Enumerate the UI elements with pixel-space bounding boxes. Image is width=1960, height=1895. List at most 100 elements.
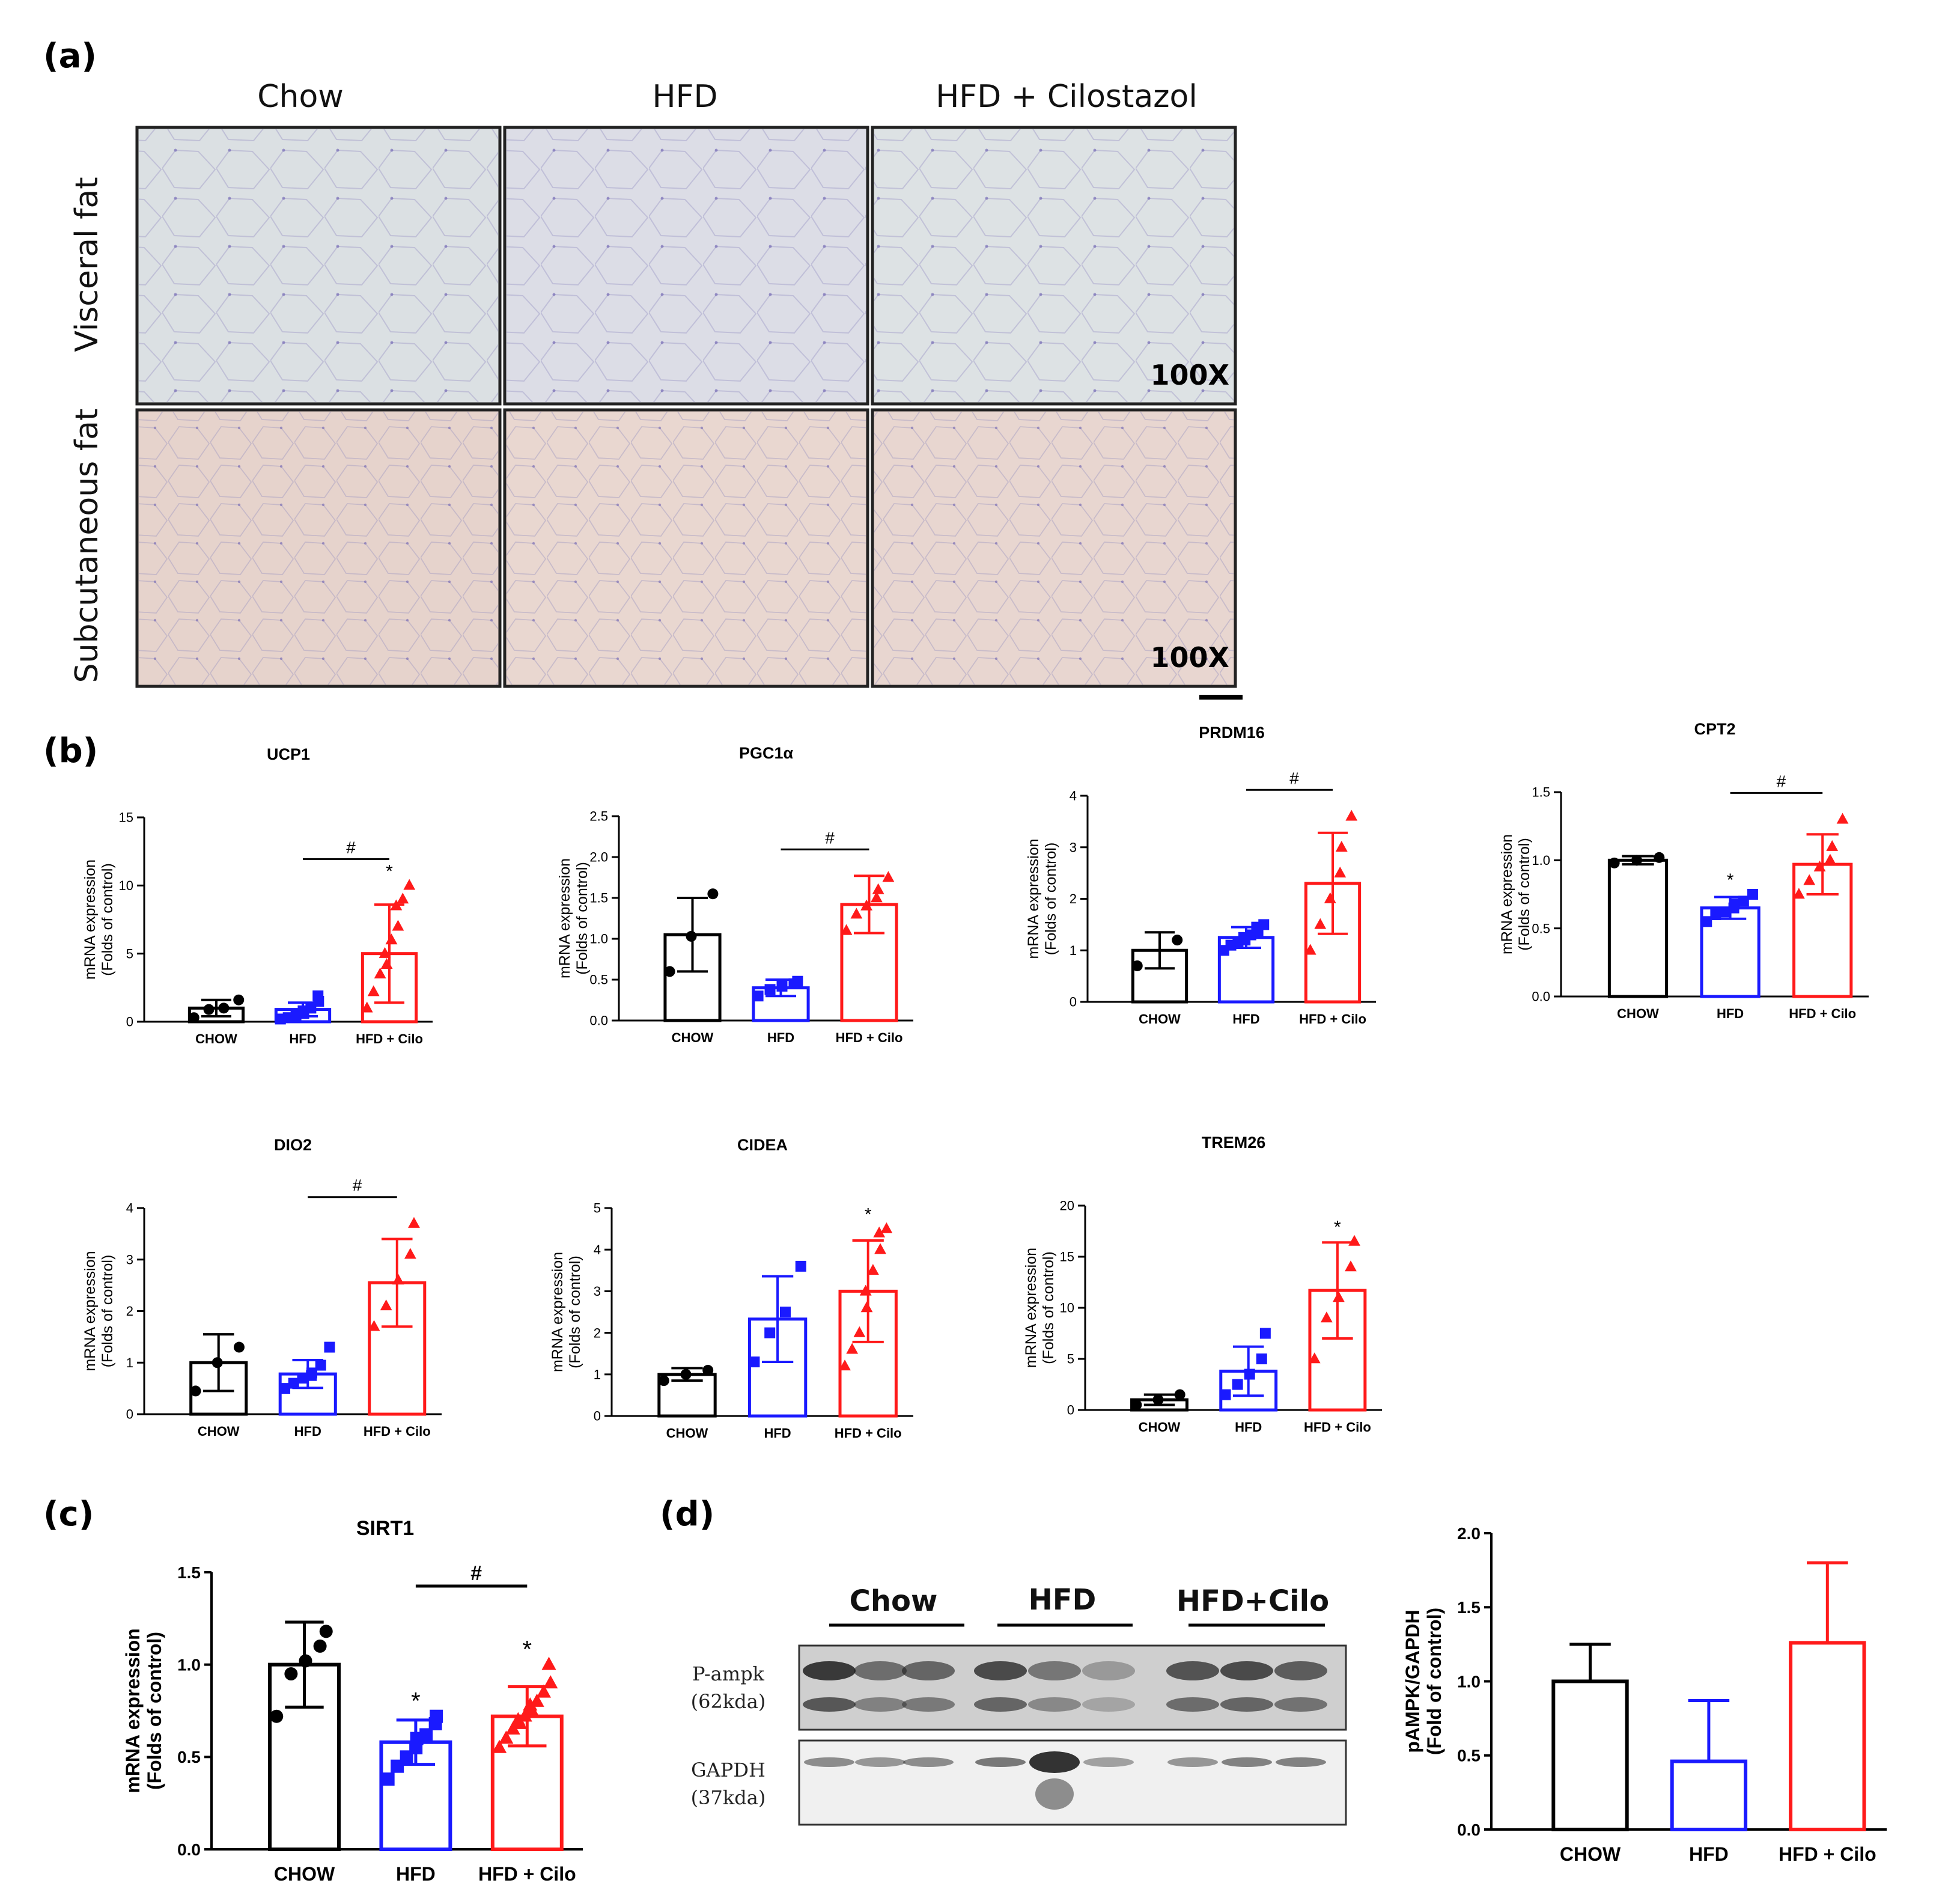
chart-cidea-title: CIDEA	[737, 1136, 788, 1154]
chart-sirt1-point-2-11	[541, 1656, 556, 1670]
chart-sirt1-point-0-2	[299, 1654, 312, 1668]
chart-pgc1a-point-0-1	[686, 930, 697, 942]
chart-sirt1-category-label-1: HFD	[396, 1863, 436, 1885]
chart-prdm16-point-2-1	[1314, 918, 1327, 929]
chart-sirt1-ytick-label: 1.0	[177, 1655, 201, 1674]
chart-sirt1-significance-star-2: *	[523, 1637, 532, 1663]
chart-pampk-category-label-0: CHOW	[1560, 1843, 1621, 1865]
chart-pampk-category-label-1: HFD	[1689, 1843, 1729, 1865]
chart-ucp1-ytick-label: 15	[119, 810, 133, 825]
chart-cpt2: CPT2 mRNA expression (Folds of control) 0.0…	[1499, 720, 1869, 1021]
chart-cpt2-point-2-5	[1836, 813, 1849, 824]
band-gapdh-4	[1029, 1751, 1080, 1773]
band-gapdh-smear	[1035, 1778, 1074, 1810]
chart-cidea-category-label-2: HFD + Cilo	[835, 1426, 902, 1441]
chart-dio2-point-1-0	[279, 1383, 291, 1394]
chart-sirt1-ylabel: mRNA expression	[122, 1628, 144, 1793]
chart-pampk-ytick-label: 1.0	[1457, 1672, 1481, 1691]
blot-group-hfd: HFD	[1029, 1583, 1097, 1617]
chart-pgc1a-point-0-2	[707, 888, 719, 900]
chart-pampk: pAMPK/GAPDH (Fold of control) 0.0 0.5 1.0 1.5…	[1402, 1524, 1887, 1865]
chart-cpt2-bar-2	[1792, 862, 1853, 998]
chart-trem26-category-label-0: CHOW	[1139, 1420, 1181, 1435]
panel-b-label: (b)	[43, 731, 98, 771]
chart-sirt1-ytick-label: 0.5	[177, 1748, 201, 1766]
chart-dio2-point-1-4	[306, 1367, 317, 1379]
chart-pgc1a-point-2-0	[840, 924, 853, 935]
chart-dio2-significance-hash: #	[353, 1176, 362, 1195]
chart-pampk-ytick-label: 1.5	[1457, 1598, 1481, 1617]
chart-prdm16-point-2-5	[1345, 810, 1358, 821]
chart-cidea-point-0-2	[702, 1364, 714, 1376]
chart-trem26-ytick-label: 20	[1060, 1198, 1074, 1213]
chart-cidea-point-1-0	[749, 1356, 760, 1368]
chart-prdm16-point-1-8	[1258, 919, 1270, 930]
panel-c-label: (c)	[43, 1495, 94, 1534]
panel-d-label: (d)	[660, 1495, 714, 1534]
micrograph-subcutaneous-hfd	[503, 408, 869, 688]
chart-cidea-category-label-1: HFD	[764, 1426, 791, 1441]
chart-dio2-point-2-3	[404, 1248, 416, 1259]
chart-pampk-ytick-label: 0.5	[1457, 1747, 1481, 1765]
chart-dio2-ytick-label: 0	[126, 1407, 133, 1422]
chart-pgc1a-point-2-3	[870, 891, 883, 903]
chart-cidea-category-label-0: CHOW	[666, 1426, 708, 1441]
magnification-label-visceral: 100X	[1151, 359, 1230, 391]
chart-cpt2-point-2-3	[1824, 853, 1836, 865]
chart-ucp1-ytick-label: 5	[126, 946, 133, 961]
chart-trem26-point-0-0	[1131, 1399, 1142, 1411]
chart-dio2-ytick-label: 3	[126, 1252, 133, 1267]
band-pampk-upper-0	[803, 1661, 856, 1680]
chart-ucp1-point-2-7	[390, 899, 403, 911]
chart-prdm16-category-label-0: CHOW	[1139, 1012, 1181, 1027]
chart-dio2-point-0-1	[212, 1357, 223, 1369]
chart-prdm16-significance-hash: #	[1289, 769, 1299, 787]
chart-prdm16-point-2-4	[1335, 840, 1348, 852]
chart-cpt2-point-2-0	[1792, 888, 1805, 899]
chart-ucp1-point-2-6	[392, 920, 404, 931]
chart-trem26-point-1-0	[1220, 1389, 1231, 1400]
chart-dio2-ytick-label: 4	[126, 1201, 133, 1216]
blot-strip-pampk	[798, 1644, 1347, 1731]
chart-trem26-ytick-label: 10	[1060, 1301, 1074, 1316]
chart-sirt1-point-0-1	[284, 1667, 298, 1681]
band-size-gapdh: (37kda)	[691, 1786, 766, 1809]
band-pampk-upper-2	[902, 1661, 955, 1680]
chart-ucp1: UCP1 mRNA expression (Folds of control) 0 5 1…	[82, 745, 433, 1046]
chart-ucp1-point-2-0	[361, 1001, 373, 1013]
chart-ucp1-point-0-1	[203, 1004, 215, 1015]
chart-pampk-ytick-label: 2.0	[1457, 1524, 1481, 1543]
chart-cpt2-point-1-5	[1738, 896, 1749, 907]
chart-trem26-point-0-2	[1174, 1389, 1185, 1400]
chart-cidea-ytick-label: 5	[594, 1201, 601, 1216]
chart-pgc1a-ylabel: mRNA expression	[556, 858, 573, 978]
chart-dio2-category-label-2: HFD + Cilo	[364, 1424, 431, 1439]
band-pampk-lower-8	[1274, 1697, 1327, 1712]
chart-pgc1a-ytick-label: 0.5	[589, 972, 608, 987]
chart-prdm16-ylabel-units: (Folds of control)	[1042, 843, 1059, 956]
band-pampk-upper-3	[974, 1661, 1027, 1680]
chart-cpt2-point-0-2	[1654, 852, 1665, 863]
chart-trem26-point-2-3	[1345, 1260, 1357, 1272]
row-header-visceral: Visceral fat	[69, 177, 105, 352]
chart-ucp1-point-2-5	[385, 933, 398, 945]
chart-cpt2-point-1-1	[1710, 909, 1721, 920]
band-label-pampk: P-ampk	[692, 1662, 765, 1685]
chart-sirt1-point-2-2	[505, 1721, 520, 1735]
chart-cpt2-ytick-label: 0.5	[1532, 921, 1550, 936]
micrograph-visceral-cilostazol	[871, 126, 1237, 406]
band-gapdh-5	[1083, 1757, 1134, 1767]
chart-cidea-ylabel-units: (Folds of control)	[567, 1256, 583, 1369]
chart-ucp1-point-2-4	[379, 947, 391, 958]
chart-sirt1-ytick-label: 1.5	[177, 1563, 201, 1582]
chart-sirt1-bar-0	[268, 1662, 341, 1852]
chart-cidea-point-2-8	[880, 1222, 893, 1233]
chart-ucp1-ytick-label: 10	[119, 878, 133, 893]
micrograph-visceral-chow	[135, 126, 502, 406]
chart-sirt1-category-label-2: HFD + Cilo	[478, 1863, 576, 1885]
chart-pgc1a-ytick-label: 2.5	[589, 809, 608, 824]
band-gapdh-0	[804, 1757, 854, 1767]
chart-ucp1-point-2-3	[380, 958, 393, 969]
chart-pgc1a-title: PGC1α	[739, 744, 794, 762]
